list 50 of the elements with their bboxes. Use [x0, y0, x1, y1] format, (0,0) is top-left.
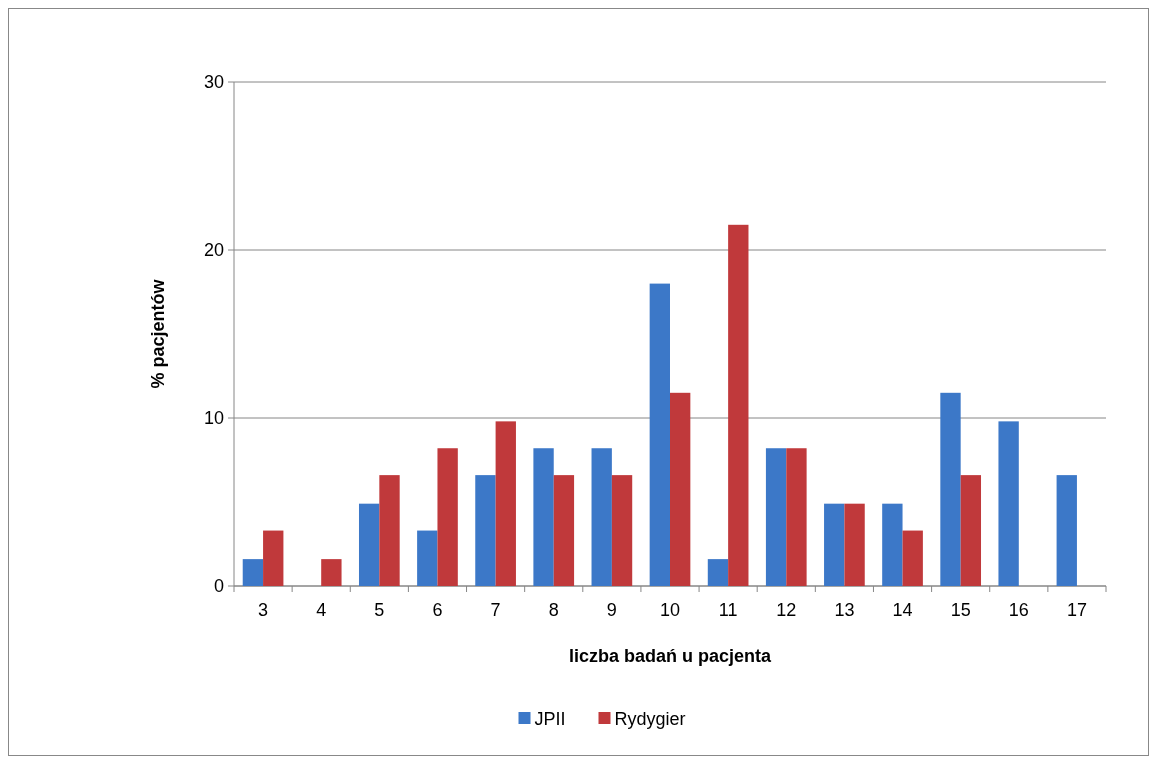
bar [824, 503, 845, 586]
bar [998, 421, 1019, 586]
bar [844, 503, 865, 586]
x-tick-label: 16 [1008, 600, 1029, 620]
bar [882, 503, 903, 586]
y-tick-label: 30 [203, 72, 224, 93]
bar [533, 448, 554, 586]
bar [553, 475, 575, 586]
x-tick-label: 11 [718, 600, 738, 620]
bar [358, 503, 380, 586]
bar [728, 224, 749, 586]
bar [263, 530, 284, 586]
x-tick-label: 14 [892, 600, 913, 620]
bar [475, 475, 496, 586]
bar [321, 559, 342, 586]
bar [786, 448, 807, 586]
x-tick-label: 3 [258, 600, 269, 620]
y-tick-label: 10 [203, 408, 224, 429]
bar [417, 530, 438, 586]
x-tick-label: 10 [659, 600, 681, 620]
x-tick-label: 8 [548, 600, 559, 620]
bar [591, 448, 612, 586]
bar [707, 559, 729, 586]
x-tick-label: 13 [834, 600, 855, 620]
y-axis-title: % pacjentów [148, 278, 168, 389]
x-tick-label: 15 [950, 600, 971, 620]
bar [960, 475, 982, 586]
x-tick-label: 9 [606, 600, 617, 620]
y-tick-label: 0 [213, 576, 224, 597]
y-tick-label: 20 [203, 240, 224, 261]
bar [902, 530, 923, 586]
legend-label: Rydygier [614, 709, 686, 730]
x-tick-label: 17 [1066, 600, 1087, 620]
x-tick-label: 4 [316, 600, 327, 620]
x-tick-label: 12 [776, 600, 797, 620]
x-tick-label: 5 [374, 600, 385, 620]
bar [649, 283, 670, 586]
legend-label: JPII [534, 709, 566, 730]
x-tick-label: 7 [490, 600, 501, 620]
bar [611, 475, 633, 586]
bar [495, 421, 516, 586]
bar [437, 448, 458, 586]
bar [765, 448, 787, 586]
bar [940, 392, 961, 586]
bar [1056, 475, 1077, 586]
bar [242, 559, 264, 586]
x-tick-label: 6 [432, 600, 443, 620]
x-axis-title: liczba badań u pacjenta [568, 646, 773, 666]
bar [670, 392, 691, 586]
bar [379, 475, 400, 586]
